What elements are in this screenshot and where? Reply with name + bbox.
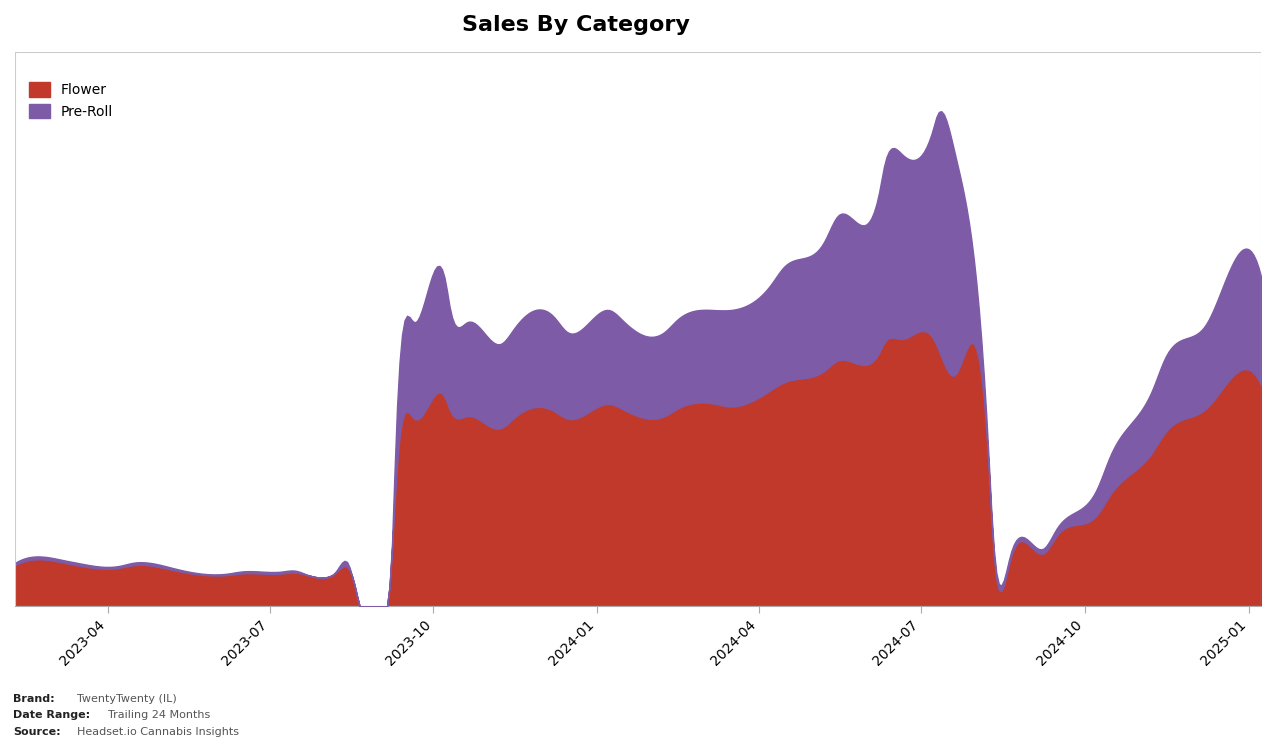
Legend: Flower, Pre-Roll: Flower, Pre-Roll — [22, 75, 120, 126]
Text: Brand:: Brand: — [13, 694, 55, 704]
Text: Source:: Source: — [13, 727, 60, 737]
Text: Headset.io Cannabis Insights: Headset.io Cannabis Insights — [77, 727, 239, 737]
Title: Sales By Category: Sales By Category — [462, 15, 689, 35]
Text: Date Range:: Date Range: — [13, 710, 89, 721]
Text: TwentyTwenty (IL): TwentyTwenty (IL) — [77, 694, 176, 704]
Text: Trailing 24 Months: Trailing 24 Months — [108, 710, 211, 721]
